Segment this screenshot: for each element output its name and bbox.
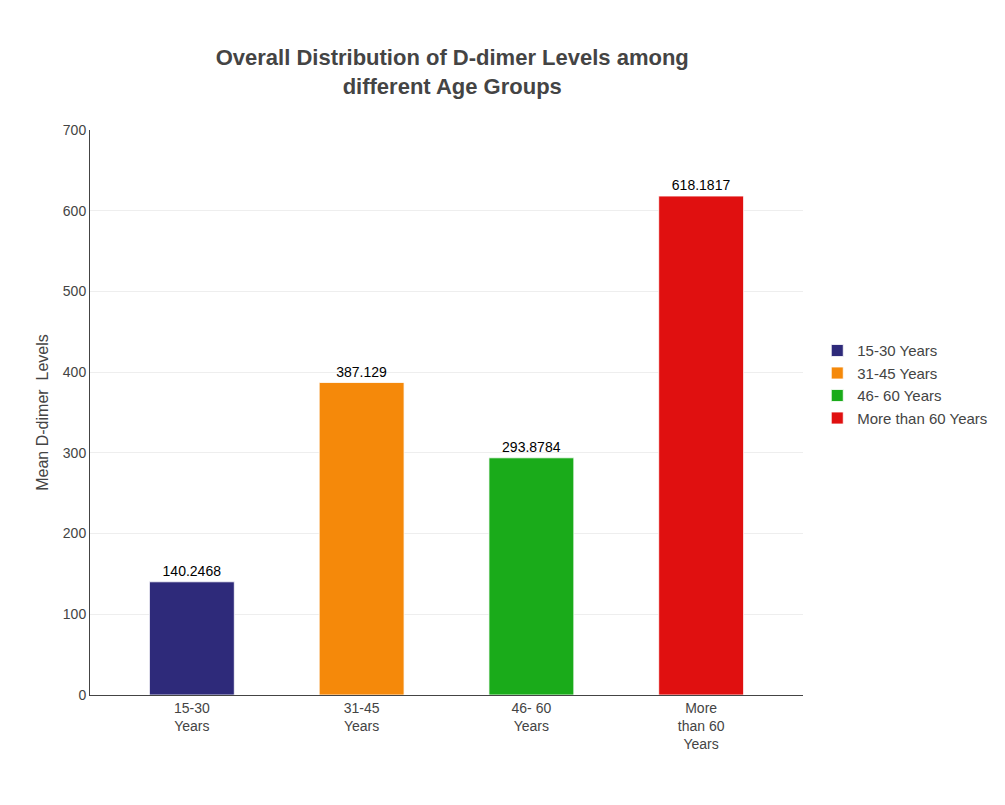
svg-text:600: 600 bbox=[63, 203, 87, 219]
svg-text:46- 60Years: 46- 60Years bbox=[512, 700, 552, 734]
svg-text:500: 500 bbox=[63, 283, 87, 299]
svg-text:15-30Years: 15-30Years bbox=[174, 700, 210, 734]
svg-text:Mean D-dimer Levels: Mean D-dimer Levels bbox=[34, 334, 51, 491]
svg-text:31-45 Years: 31-45 Years bbox=[857, 365, 937, 382]
svg-text:Morethan 60Years: Morethan 60Years bbox=[678, 700, 725, 752]
svg-text:140.2468: 140.2468 bbox=[163, 563, 222, 579]
svg-text:293.8784: 293.8784 bbox=[502, 439, 561, 455]
svg-text:200: 200 bbox=[63, 525, 87, 541]
svg-text:700: 700 bbox=[63, 122, 87, 138]
svg-text:More than 60 Years: More than 60 Years bbox=[857, 410, 987, 427]
svg-text:300: 300 bbox=[63, 445, 87, 461]
svg-text:400: 400 bbox=[63, 364, 87, 380]
svg-text:100: 100 bbox=[63, 606, 87, 622]
svg-text:387.129: 387.129 bbox=[336, 364, 387, 380]
svg-text:46- 60 Years: 46- 60 Years bbox=[857, 387, 941, 404]
svg-text:15-30 Years: 15-30 Years bbox=[857, 342, 937, 359]
svg-text:0: 0 bbox=[78, 687, 86, 703]
svg-text:618.1817: 618.1817 bbox=[672, 177, 731, 193]
svg-text:31-45Years: 31-45Years bbox=[344, 700, 380, 734]
svg-text:Overall Distribution of D-dime: Overall Distribution of D-dimer Levels a… bbox=[216, 45, 689, 99]
